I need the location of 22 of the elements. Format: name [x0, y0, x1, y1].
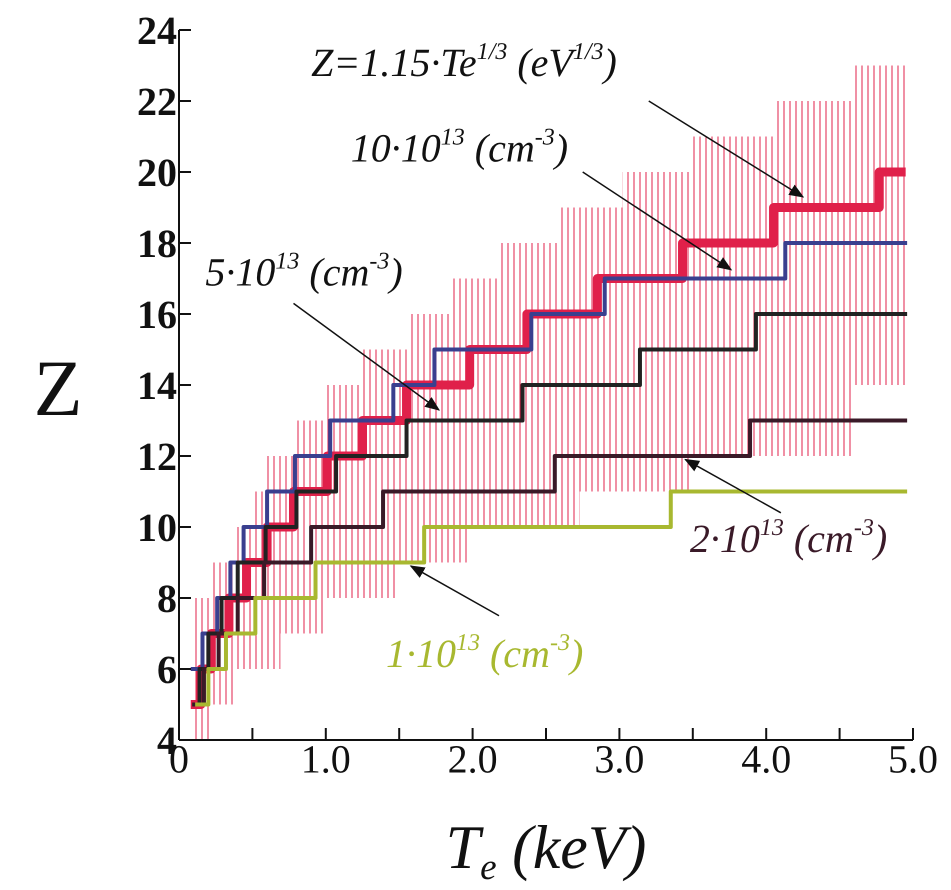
y-axis-title: Z [34, 345, 82, 433]
y-tick-label: 24 [137, 8, 177, 54]
x-tick-label: 5.0 [888, 736, 938, 782]
text: Z=1.15·Te$^{1/3}$ (eV$^{1/3}$) [311, 39, 617, 86]
series-label: 1·10$^{13}$ (cm$^{-3}$) [386, 630, 584, 676]
y-tick-label: 10 [137, 505, 177, 550]
text: 5·10$^{13}$ (cm$^{-3}$) [205, 248, 403, 295]
y-tick-label: 18 [137, 221, 177, 266]
x-tick-label: 2.0 [448, 736, 498, 782]
y-tick-label: 22 [137, 79, 177, 124]
x-tick-label: 4.0 [741, 736, 792, 782]
y-tick-label: 14 [137, 363, 177, 408]
series-label: 2·10$^{13}$ (cm$^{-3}$) [690, 515, 888, 561]
x-axis-title: T$_{e}$ (keV) [446, 814, 646, 888]
x-tick-label: 1.0 [300, 736, 351, 782]
y-tick-label: 6 [157, 647, 177, 692]
y-tick-label: 20 [137, 150, 177, 196]
y-tick-label: 8 [157, 576, 177, 622]
x-tick-label: 3.0 [594, 736, 644, 782]
y-tick-label: 16 [137, 292, 177, 338]
y-tick-label: 12 [137, 434, 177, 480]
text: 10·10$^{13}$ (cm$^{-3}$) [350, 124, 568, 170]
